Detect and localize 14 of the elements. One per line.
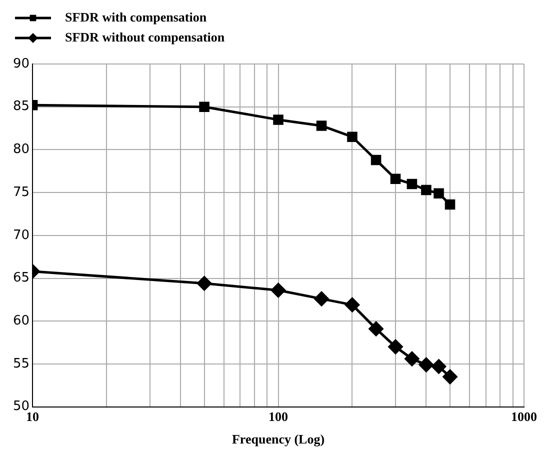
y-tick-label: 75	[12, 184, 30, 200]
y-tick-label: 80	[12, 142, 30, 158]
y-tick-label: 85	[12, 99, 30, 114]
y-tick-label: 65	[12, 270, 30, 286]
y-tick-label: 70	[12, 228, 30, 243]
y-tick-label: 60	[12, 313, 30, 328]
legend-label: SFDR with compensation	[65, 9, 208, 24]
y-tick-label: 90	[12, 56, 30, 72]
y-tick-label: 55	[12, 356, 30, 372]
x-tick-label: 1000	[511, 408, 537, 424]
x-tick-label: 100	[268, 408, 288, 424]
legend-label: SFDR without compensation	[65, 29, 226, 44]
x-axis-title: Frequency (Log)	[232, 432, 325, 447]
x-tick-label: 10	[26, 408, 40, 424]
